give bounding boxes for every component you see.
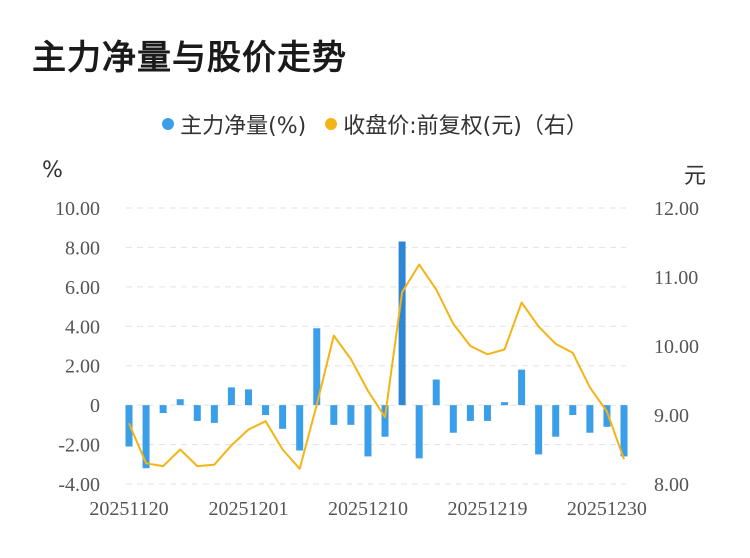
x-tick-label: 20251230 bbox=[567, 498, 647, 520]
bar bbox=[586, 405, 594, 433]
bar bbox=[330, 405, 338, 425]
bar bbox=[279, 405, 287, 429]
bar bbox=[176, 399, 184, 406]
bar bbox=[552, 405, 560, 437]
bar bbox=[313, 328, 321, 406]
y-right-tick-label: 9.00 bbox=[654, 405, 689, 427]
bar bbox=[483, 405, 491, 421]
chart-title: 主力净量与股价走势 bbox=[32, 38, 347, 78]
bar bbox=[142, 405, 150, 469]
y-left-tick-label: 10.00 bbox=[55, 198, 100, 220]
price-line bbox=[128, 263, 625, 470]
left-axis-unit: % bbox=[42, 158, 63, 183]
bar bbox=[432, 379, 440, 406]
legend-item-bar[interactable]: 主力净量(%) bbox=[162, 108, 306, 140]
y-left-tick-label: 2.00 bbox=[65, 356, 100, 378]
legend-item-line[interactable]: 收盘价:前复权(元)（右） bbox=[325, 108, 588, 140]
y-left-tick-label: 0 bbox=[90, 395, 100, 417]
x-tick-label: 20251219 bbox=[447, 498, 527, 520]
bar bbox=[262, 405, 270, 415]
y-left-tick-label: 8.00 bbox=[65, 237, 100, 259]
bar bbox=[193, 405, 201, 421]
x-tick-label: 20251210 bbox=[328, 498, 408, 520]
bar bbox=[227, 387, 235, 406]
bar bbox=[466, 405, 474, 421]
bar bbox=[364, 405, 372, 457]
bar bbox=[518, 369, 526, 406]
y-left-tick-label: 4.00 bbox=[65, 316, 100, 338]
bar bbox=[501, 402, 509, 406]
y-right-tick-label: 12.00 bbox=[654, 198, 699, 220]
x-tick-label: 20251201 bbox=[208, 498, 288, 520]
y-right-tick-label: 8.00 bbox=[654, 474, 689, 496]
bar bbox=[449, 405, 457, 433]
x-tick-label: 20251120 bbox=[89, 498, 168, 520]
legend-line-dot-icon bbox=[325, 118, 338, 130]
bar bbox=[210, 405, 218, 423]
y-left-tick-label: 6.00 bbox=[65, 277, 100, 299]
y-right-tick-label: 10.00 bbox=[654, 336, 699, 358]
bar bbox=[347, 405, 355, 425]
bar bbox=[603, 405, 611, 427]
legend-bar-label: 主力净量(%) bbox=[180, 114, 307, 139]
bar bbox=[296, 405, 304, 451]
bar bbox=[159, 405, 167, 414]
bar bbox=[398, 241, 406, 406]
bar bbox=[244, 389, 252, 406]
y-left-tick-label: -4.00 bbox=[58, 474, 100, 496]
y-right-tick-label: 11.00 bbox=[654, 267, 698, 289]
right-axis-unit: 元 bbox=[684, 164, 707, 189]
bar bbox=[381, 405, 389, 437]
bar bbox=[569, 405, 577, 415]
y-left-tick-label: -2.00 bbox=[58, 435, 100, 457]
legend-bar-dot-icon bbox=[162, 118, 175, 130]
bar bbox=[535, 405, 543, 455]
legend-line-label: 收盘价:前复权(元)（右） bbox=[343, 114, 588, 139]
chart-legend: 主力净量(%) 收盘价:前复权(元)（右） bbox=[0, 108, 750, 140]
bar bbox=[415, 405, 423, 459]
bar bbox=[620, 405, 628, 457]
